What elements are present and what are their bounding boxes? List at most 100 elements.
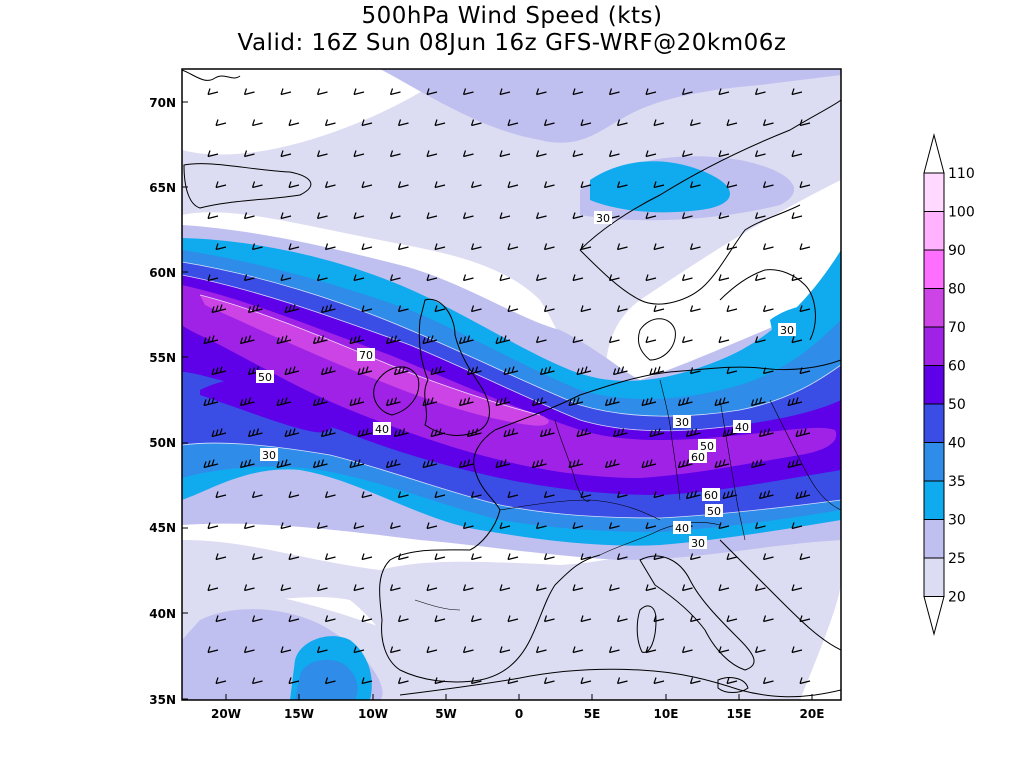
svg-text:30: 30	[780, 324, 794, 337]
wind-barb	[507, 243, 519, 251]
wind-barb	[580, 553, 592, 561]
wind-speed-fill	[182, 69, 841, 700]
wind-barb	[799, 367, 811, 375]
wind-barb	[653, 305, 665, 313]
wind-barb	[243, 584, 255, 592]
lon-label: 5E	[584, 707, 601, 721]
wind-barb	[426, 274, 438, 282]
wind-barb	[361, 243, 373, 251]
wind-barb	[239, 397, 255, 407]
wind-barb	[689, 615, 701, 623]
lat-label: 70N	[149, 96, 176, 110]
wind-barb	[434, 615, 446, 623]
wind-barb	[726, 243, 738, 251]
colorbar: 110 100 90 80 70 60 50 40 35 30 25 20	[923, 133, 975, 636]
lon-label: 20E	[800, 707, 825, 721]
wind-barb	[795, 428, 811, 438]
wind-barb	[288, 553, 300, 561]
colorbar-label: 100	[948, 205, 975, 221]
wind-barb	[791, 88, 803, 96]
svg-text:30: 30	[262, 449, 276, 462]
colorbar-swatch-20-25	[923, 557, 945, 597]
wind-barb	[324, 677, 336, 685]
wind-barb	[239, 335, 255, 345]
wind-barb	[247, 304, 263, 314]
wind-barb	[791, 274, 803, 282]
wind-barb	[251, 615, 263, 623]
wind-barb	[754, 212, 766, 220]
colorbar-label: 60	[948, 359, 966, 375]
wind-barb	[353, 646, 365, 654]
wind-barb	[215, 119, 227, 127]
svg-text:70: 70	[359, 349, 373, 362]
contour-label: 40	[733, 420, 751, 434]
wind-barb	[426, 646, 438, 654]
wind-barb	[681, 88, 693, 96]
wind-barb	[397, 119, 409, 127]
wind-barb	[389, 274, 401, 282]
wind-barb	[791, 522, 803, 530]
wind-barb	[316, 150, 328, 158]
wind-barb	[324, 243, 336, 251]
colorbar-swatch-50-60	[923, 365, 945, 405]
wind-barb	[653, 677, 665, 685]
wind-barb	[458, 397, 474, 407]
wind-barb	[799, 119, 811, 127]
wind-barb	[572, 150, 584, 158]
wind-barb	[349, 397, 365, 407]
wind-barb	[207, 646, 219, 654]
wind-barb	[616, 553, 628, 561]
wind-barb	[645, 646, 657, 654]
wind-barb	[207, 522, 219, 530]
map-frame	[181, 68, 842, 701]
contour-label: 30	[673, 415, 691, 429]
wind-barb	[568, 397, 584, 407]
wind-barb	[215, 677, 227, 685]
wind-barb	[726, 181, 738, 189]
wind-barb	[284, 304, 300, 314]
wind-barb	[608, 274, 620, 282]
wind-barb	[645, 584, 657, 592]
wind-barb	[434, 119, 446, 127]
wind-barb	[568, 459, 584, 469]
wind-barb	[495, 459, 511, 469]
wind-barb	[795, 490, 811, 500]
wind-barb	[466, 366, 482, 376]
wind-barb	[353, 584, 365, 592]
wind-barb	[608, 646, 620, 654]
wind-barb	[324, 615, 336, 623]
wind-barb	[799, 305, 811, 313]
wind-barb	[649, 428, 665, 438]
wind-barb	[353, 522, 365, 530]
colorbar-label: 35	[948, 474, 966, 490]
contour-label: 60	[702, 488, 720, 502]
wind-barb	[211, 428, 227, 438]
wind-barb	[572, 274, 584, 282]
wind-barb	[280, 150, 292, 158]
wind-barb	[397, 181, 409, 189]
colorbar-swatch-35-40	[923, 442, 945, 482]
wind-barb	[284, 428, 300, 438]
wind-barb	[543, 553, 555, 561]
wind-barb	[507, 181, 519, 189]
contour-label: 30	[778, 323, 796, 337]
wind-barb	[389, 646, 401, 654]
wind-barb	[397, 553, 409, 561]
wind-barb	[539, 366, 555, 376]
lon-label: 15W	[284, 707, 314, 721]
wind-barb	[397, 243, 409, 251]
wind-barb	[531, 459, 547, 469]
lat-label: 40N	[149, 607, 176, 621]
wind-barb	[762, 181, 774, 189]
lon-label: 10W	[358, 707, 388, 721]
wind-barb	[316, 522, 328, 530]
wind-barb	[495, 335, 511, 345]
wind-barb	[422, 397, 438, 407]
wind-barb	[726, 677, 738, 685]
wind-barb	[762, 243, 774, 251]
wind-barb	[799, 615, 811, 623]
wind-barb	[531, 397, 547, 407]
wind-barb	[762, 367, 774, 375]
wind-barb	[535, 88, 547, 96]
wind-barb	[215, 553, 227, 561]
